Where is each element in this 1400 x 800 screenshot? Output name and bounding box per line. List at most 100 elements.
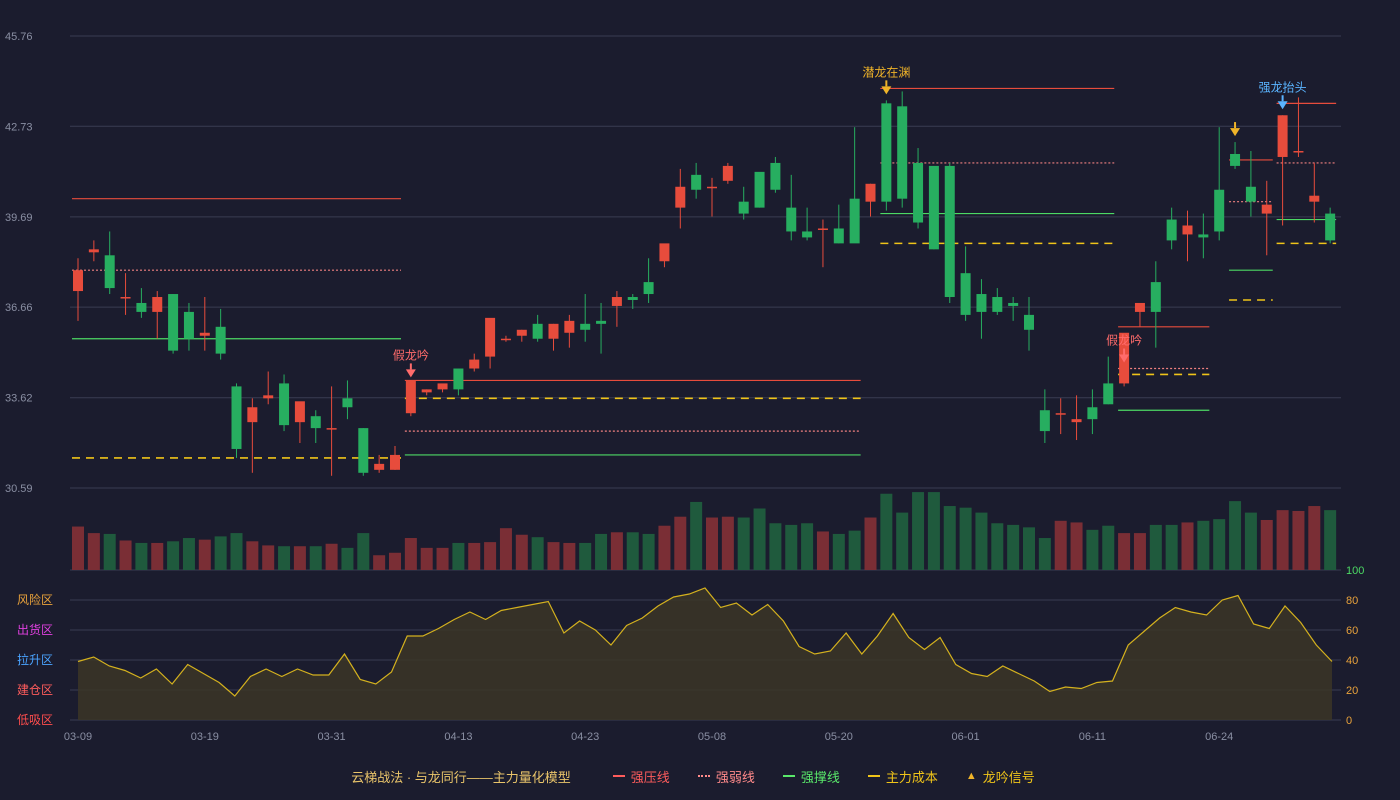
candle-body (104, 255, 115, 289)
volume-bar (991, 523, 1004, 570)
volume-bar (1197, 520, 1210, 570)
volume-bar (1276, 510, 1289, 570)
volume-bar (420, 547, 433, 570)
signal-arrow-icon (881, 86, 892, 95)
candle-body (770, 162, 781, 190)
candle-body (1277, 115, 1288, 157)
x-tick-label: 04-23 (571, 731, 599, 743)
volume-bar (404, 538, 417, 570)
osc-area (78, 588, 1332, 720)
volume-bar (848, 530, 861, 570)
x-tick-label: 03-19 (191, 731, 219, 743)
candle-body (1309, 195, 1320, 202)
volume-bar (293, 546, 306, 570)
price-tick-label: 39.69 (5, 212, 33, 224)
volume-bar (1213, 519, 1226, 570)
candle-body (405, 380, 416, 414)
candle-body (913, 162, 924, 223)
candle-body (1150, 282, 1161, 312)
candle-body (152, 297, 163, 312)
candle-body (738, 201, 749, 214)
volume-bar (1054, 520, 1067, 570)
volume-bar (1165, 524, 1178, 570)
candle-body (992, 297, 1003, 312)
candle-body (1214, 189, 1225, 232)
volume-bar (595, 533, 608, 570)
signal-label: 假龙吟 (393, 347, 429, 362)
volume-bar (832, 533, 845, 570)
candle-body (960, 273, 971, 315)
osc-tick-label: 60 (1346, 625, 1358, 637)
volume-bar (341, 547, 354, 570)
volume-bar (531, 537, 544, 570)
volume-bar (959, 507, 972, 570)
level-lines (72, 87, 1337, 459)
volume-bar (309, 546, 322, 570)
volume-bar (452, 542, 465, 570)
signal-arrow-icon (405, 369, 416, 378)
volume-bar (1070, 522, 1083, 570)
candles (73, 91, 1336, 476)
volume-bar (1324, 510, 1337, 570)
candle-body (247, 407, 258, 423)
candle-body (437, 383, 448, 390)
volume-bar (325, 543, 338, 570)
x-tick-label: 06-24 (1205, 731, 1233, 743)
candle-body (1293, 151, 1304, 153)
candle-body (279, 383, 290, 426)
legend-label-resist: 强压线 (630, 769, 670, 785)
volume-bar (1181, 522, 1194, 570)
volume-bar (785, 524, 798, 570)
volume-bar (880, 493, 893, 570)
candle-body (310, 416, 321, 429)
candle-body (73, 270, 83, 292)
osc-tick-label: 0 (1346, 715, 1352, 727)
candle-body (754, 171, 765, 208)
volume-bar (151, 542, 164, 570)
volume-bar (103, 533, 116, 570)
legend-swatch-support (782, 775, 795, 777)
candle-body (342, 398, 353, 408)
candle-body (833, 228, 844, 244)
legend-swatch-cost (867, 775, 880, 777)
zone-label: 低吸区 (17, 713, 53, 727)
candle-body (1166, 219, 1177, 241)
candle-body (215, 326, 226, 354)
candle-body (596, 320, 607, 324)
price-tick-label: 30.59 (5, 483, 33, 495)
volume-bar (912, 492, 925, 570)
candle-body (485, 317, 496, 357)
candle-body (802, 231, 813, 238)
volume-bar (389, 552, 401, 570)
x-tick-label: 03-31 (318, 731, 346, 743)
legend-item-support: 强撑线 (782, 767, 840, 786)
osc-tick-label: 40 (1346, 655, 1358, 667)
candle-body (453, 368, 464, 390)
volume-bar (642, 533, 655, 570)
candle-body (707, 186, 717, 189)
volume-bar (468, 542, 481, 570)
legend-item-resist: 强压线 (612, 767, 670, 786)
price-tick-label: 42.73 (5, 121, 33, 133)
volume-bar (563, 542, 576, 570)
candle-body (1008, 302, 1019, 306)
candle-body (1198, 234, 1209, 238)
volume-bar (753, 508, 766, 570)
volume-bar (674, 516, 687, 570)
x-tick-label: 04-13 (444, 731, 472, 743)
volume-bar (135, 542, 148, 570)
candle-body (659, 243, 670, 262)
volume-bars (72, 492, 1337, 570)
volume-bar (737, 517, 750, 570)
volume-bar (896, 512, 909, 570)
volume-bar (515, 534, 528, 570)
candle-body (168, 294, 179, 351)
candle-body (183, 311, 194, 339)
candle-body (500, 338, 511, 341)
volume-bar (943, 506, 956, 570)
candle-body (1245, 186, 1256, 202)
volume-bar (72, 526, 84, 570)
zone-label: 风险区 (17, 592, 53, 607)
candle-body (263, 395, 274, 399)
